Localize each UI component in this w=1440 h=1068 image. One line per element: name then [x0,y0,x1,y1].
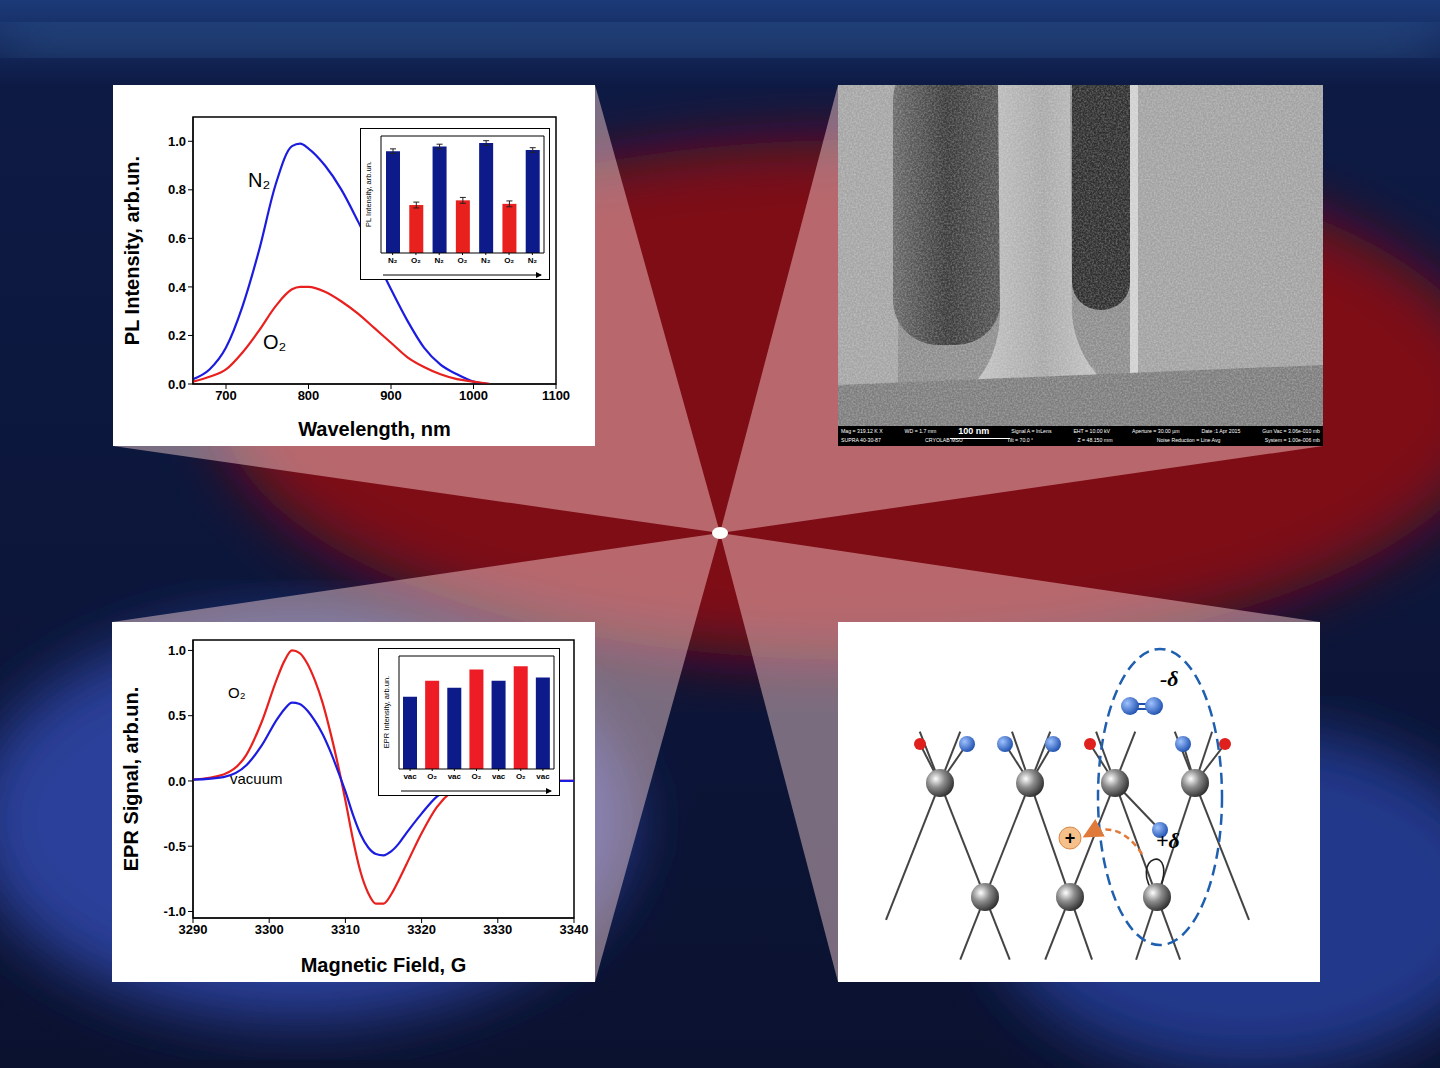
svg-text:900: 900 [380,388,402,403]
svg-text:vacuum: vacuum [230,770,283,787]
svg-text:vac: vac [492,772,506,781]
svg-text:+δ: +δ [1156,828,1180,853]
html-text:Signal A = InLens: Signal A = InLens [1011,428,1052,434]
svg-text:1100: 1100 [542,388,570,403]
html-text:Tilt = 70.0 °: Tilt = 70.0 ° [1006,437,1034,443]
svg-text:3300: 3300 [255,922,284,937]
html-text:100 nm: 100 nm [958,426,990,436]
svg-text:EPR Intensity, arb.un.: EPR Intensity, arb.un. [382,676,391,748]
html-text:CRYOLAB MSU: CRYOLAB MSU [925,437,963,443]
html-text:Z = 48.150 mm: Z = 48.150 mm [1077,437,1113,443]
svg-text:0.2: 0.2 [168,328,186,343]
svg-text:vac: vac [403,772,417,781]
svg-text:0.0: 0.0 [168,377,186,392]
svg-text:vac: vac [536,772,550,781]
svg-text:0.0: 0.0 [168,774,186,789]
html-text:Date :1 Apr 2015: Date :1 Apr 2015 [1201,428,1241,434]
svg-text:0.5: 0.5 [168,708,186,723]
svg-text:800: 800 [298,388,320,403]
html-text:SUPRA 40-30-87: SUPRA 40-30-87 [841,437,881,443]
svg-text:O₂: O₂ [504,256,514,265]
svg-text:0.6: 0.6 [168,231,186,246]
svg-text:1000: 1000 [459,388,488,403]
svg-text:-1.0: -1.0 [164,904,186,919]
html-text:WD = 1.7 mm: WD = 1.7 mm [904,428,937,434]
svg-text:+: + [1065,828,1076,848]
svg-text:O₂: O₂ [411,256,421,265]
svg-text:0.8: 0.8 [168,182,186,197]
svg-text:Magnetic Field, G: Magnetic Field, G [301,954,467,976]
svg-text:O₂: O₂ [228,684,246,701]
html-text:Aperture = 30.00 µm: Aperture = 30.00 µm [1132,428,1180,434]
svg-text:3310: 3310 [331,922,360,937]
svg-text:O₂: O₂ [516,772,526,781]
svg-text:3290: 3290 [179,922,208,937]
html-text:EHT = 10.00 kV: EHT = 10.00 kV [1073,428,1111,434]
svg-text:PL Intensity, arb.un.: PL Intensity, arb.un. [364,161,373,227]
svg-text:O₂: O₂ [458,256,468,265]
svg-text:O₂: O₂ [427,772,437,781]
html-text:Noise Reduction = Line Avg: Noise Reduction = Line Avg [1156,437,1221,443]
svg-text:O₂: O₂ [263,331,286,353]
svg-text:EPR Signal, arb.un.: EPR Signal, arb.un. [120,687,142,871]
svg-text:3330: 3330 [483,922,512,937]
svg-text:0.4: 0.4 [168,280,187,295]
svg-text:vac: vac [448,772,462,781]
svg-text:N₂: N₂ [435,256,445,265]
html-text:Gun Vac = 3.06e-010 mb: Gun Vac = 3.06e-010 mb [1262,428,1320,434]
svg-text:1.0: 1.0 [168,643,186,658]
svg-text:700: 700 [215,388,237,403]
svg-text:3320: 3320 [407,922,436,937]
svg-text:-δ: -δ [1160,666,1179,691]
html-text:System = 1.00e-006 mb: System = 1.00e-006 mb [1264,437,1320,443]
svg-text:1.0: 1.0 [168,134,186,149]
html-text:Mag = 319.12 K X: Mag = 319.12 K X [841,428,883,434]
svg-text:3340: 3340 [560,922,589,937]
svg-text:O₂: O₂ [472,772,482,781]
svg-text:N₂: N₂ [248,169,270,191]
svg-text:PL Intensity, arb.un.: PL Intensity, arb.un. [121,156,143,345]
svg-text:N₂: N₂ [388,256,398,265]
svg-text:Wavelength, nm: Wavelength, nm [298,418,451,440]
svg-text:N₂: N₂ [481,256,491,265]
svg-text:-0.5: -0.5 [164,839,186,854]
svg-text:N₂: N₂ [528,256,538,265]
